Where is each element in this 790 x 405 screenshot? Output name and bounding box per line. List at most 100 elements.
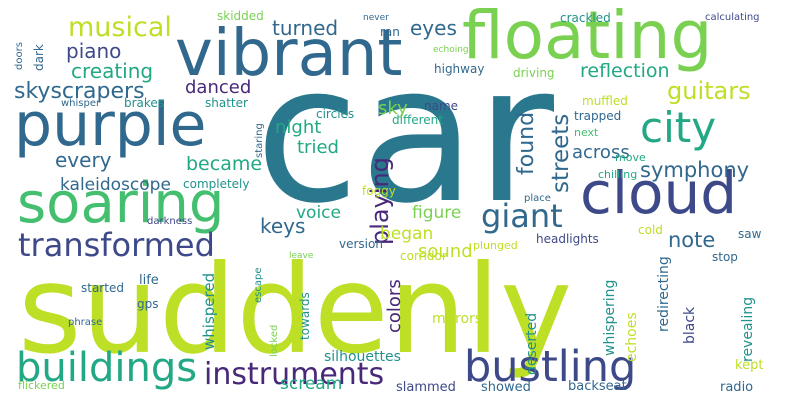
word: deserted (524, 313, 540, 375)
word: musical (68, 12, 172, 43)
word: night (275, 117, 321, 138)
word: name (424, 99, 458, 113)
word: slammed (396, 380, 456, 395)
word: highway (434, 62, 484, 76)
word: kaleidoscope (60, 175, 171, 195)
word: playing (366, 157, 394, 245)
word: piano (66, 39, 121, 63)
word: never (363, 13, 389, 23)
word: escape (253, 268, 264, 304)
word: chilling (598, 168, 637, 181)
word: kept (735, 358, 763, 373)
word: crackled (560, 11, 611, 25)
word: eyes (410, 16, 457, 40)
word: muffled (582, 94, 628, 108)
word: saw (738, 227, 762, 241)
word: reflection (580, 60, 670, 82)
word: across (572, 142, 630, 163)
word: transformed (18, 226, 215, 264)
word: buildings (16, 345, 197, 391)
word: echoing (433, 45, 469, 55)
word: bustling (464, 342, 636, 392)
word: guitars (667, 77, 751, 105)
word: suddenly (18, 239, 572, 381)
word: city (640, 103, 716, 152)
word: tried (297, 137, 339, 158)
word: darkness (147, 216, 192, 227)
word: shatter (205, 96, 248, 110)
word: place (524, 193, 551, 204)
word: began (380, 224, 433, 244)
word: move (615, 151, 646, 164)
word: streets (548, 114, 574, 193)
word: backseat (568, 379, 627, 394)
word: black (682, 306, 698, 344)
word: foggy (362, 184, 396, 198)
word: silhouettes (324, 349, 401, 365)
word: brakes (124, 96, 164, 110)
word: gps (137, 297, 159, 311)
word: voice (296, 203, 341, 223)
word: version (339, 237, 383, 251)
word: car (255, 24, 555, 245)
word: calculating (705, 12, 760, 23)
word: danced (185, 77, 251, 98)
word: turned (272, 16, 338, 40)
word: colors (384, 279, 405, 333)
word: revealing (740, 297, 756, 362)
word: skyscrapers (14, 79, 145, 104)
word: purple (14, 90, 206, 160)
word: cold (638, 223, 663, 237)
word: locked (269, 325, 280, 357)
word: note (668, 228, 715, 252)
word: ran (380, 25, 400, 39)
word: whispering (602, 280, 618, 356)
word: driving (513, 66, 555, 80)
word: flickered (18, 379, 65, 392)
word: keys (260, 214, 305, 238)
word: found (514, 112, 539, 175)
word: stop (712, 250, 738, 264)
word: symphony (640, 158, 749, 182)
word: trapped (574, 109, 621, 123)
word: leave (289, 251, 314, 261)
word: skidded (217, 9, 264, 23)
word: plunged (473, 239, 518, 252)
word: life (139, 273, 159, 288)
word: instruments (204, 357, 384, 392)
word: redirecting (656, 256, 672, 332)
word: completely (183, 177, 250, 191)
word: giant (481, 197, 563, 235)
word: dark (32, 44, 46, 71)
word: started (81, 281, 124, 295)
word: every (55, 148, 112, 172)
word: towards (298, 292, 312, 340)
word: whispered (200, 273, 218, 350)
word: phrase (68, 317, 102, 328)
word: figure (412, 203, 461, 223)
word: headlights (536, 232, 599, 246)
word: staring (254, 123, 265, 158)
word: mirrors (432, 311, 482, 327)
word: sound (418, 241, 473, 262)
word: next (574, 126, 599, 139)
word: sky (378, 98, 408, 119)
word: showed (481, 380, 531, 395)
word: circles (316, 107, 354, 121)
word: scream (280, 374, 342, 394)
word: floating (462, 0, 712, 74)
word: radio (720, 380, 753, 395)
word: soaring (17, 171, 224, 236)
word: corridor (400, 249, 447, 263)
word: became (186, 153, 262, 175)
word: whisper (61, 98, 101, 109)
word: echoes (624, 312, 640, 362)
word: cloud (580, 159, 737, 227)
word: creating (71, 59, 153, 83)
word: vibrant (175, 17, 402, 91)
word: doors (14, 42, 25, 70)
word: different (392, 113, 443, 127)
